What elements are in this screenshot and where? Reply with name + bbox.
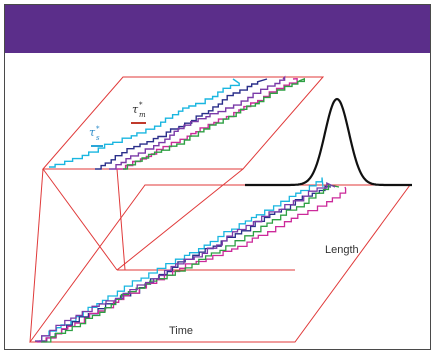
length-axis-label: Length bbox=[325, 244, 359, 256]
tau-s-label: τ * s bbox=[89, 125, 103, 147]
tau-m-symbol: τ bbox=[132, 103, 139, 116]
tau-s-subscript: s bbox=[96, 134, 100, 142]
trace-bottom-purple bbox=[35, 181, 336, 342]
tau-m-label: τ * m bbox=[131, 101, 146, 124]
banner-stripe bbox=[5, 53, 430, 61]
tau-m-subscript: m bbox=[139, 111, 146, 119]
trace-top-navy bbox=[95, 78, 268, 170]
planes bbox=[29, 76, 411, 343]
trace-top-green bbox=[123, 77, 305, 170]
banner-bar bbox=[5, 5, 430, 53]
tau-s-superscript: * bbox=[96, 125, 100, 133]
tau-m-superscript: * bbox=[139, 101, 143, 109]
trace-top-cyan bbox=[49, 78, 240, 168]
tau-s-symbol: τ bbox=[89, 126, 96, 139]
figure-frame: Time Length τ * s τ * m bbox=[4, 4, 431, 350]
projection-line bbox=[116, 168, 244, 271]
top-plane bbox=[41, 76, 325, 170]
projection-line bbox=[29, 168, 44, 343]
projection-line bbox=[116, 168, 126, 271]
trace-bottom-green bbox=[41, 184, 340, 343]
time-axis-label: Time bbox=[169, 325, 193, 337]
header-banner bbox=[5, 5, 430, 61]
trace-bottom-cyan bbox=[35, 177, 324, 342]
projection-line bbox=[42, 168, 118, 271]
trace-bottom-magenta bbox=[37, 186, 347, 343]
gaussian-curve bbox=[245, 97, 412, 187]
diagram-canvas: Time Length τ * s τ * m bbox=[29, 75, 412, 343]
traces bbox=[35, 75, 347, 343]
trace-top-purple bbox=[109, 75, 286, 170]
